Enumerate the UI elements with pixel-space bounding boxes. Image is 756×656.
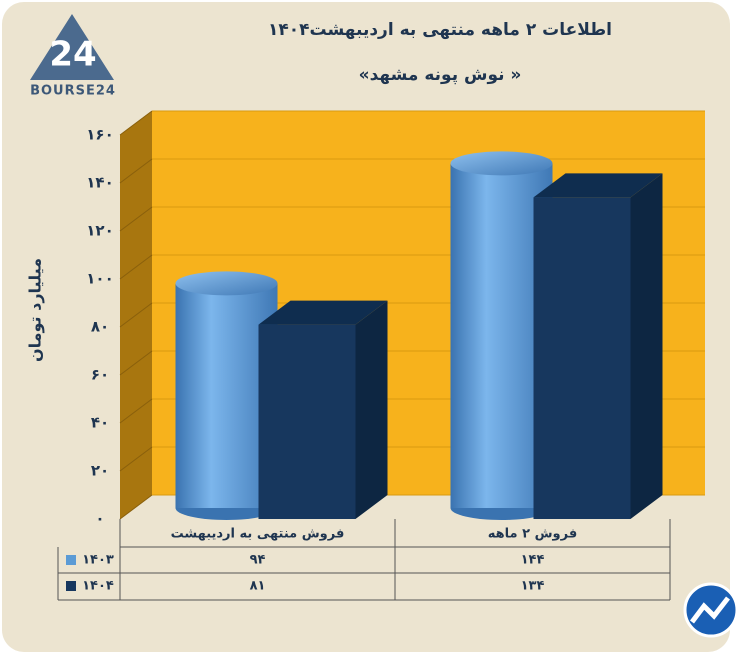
chart-title: اطلاعات ۲ ماهه منتهی به اردیبهشت۱۴۰۴ [268,20,612,40]
data-label: ۱۴۴ [521,553,545,568]
x-tick-label: فروش ۲ ماهه [488,527,577,542]
grid-line [119,158,153,184]
grid-line [119,494,153,520]
bar [258,324,356,519]
bar-top [450,151,553,176]
y-tick-label: ۸۰ [91,318,109,336]
y-tick-label: ۱۴۰ [86,174,113,192]
grid-line [119,302,153,328]
y-tick-label: ۰ [95,510,104,528]
legend-label: ۱۴۰۴ [82,579,114,594]
data-label: ۸۱ [250,579,266,594]
data-label: ۱۳۴ [521,579,545,594]
grid-line [119,350,153,376]
y-axis-label: میلیارد تومان [26,258,45,362]
grid-line [119,446,153,472]
legend-swatch [66,555,76,565]
bar-top [175,271,278,296]
grid-line [119,398,153,424]
corner-icon [683,582,739,638]
bar-top [533,173,663,198]
bar-side [630,173,663,519]
bar-side [355,300,388,519]
y-tick-label: ۱۶۰ [86,126,113,144]
data-label: ۹۴ [250,553,266,568]
logo: 24 BOURSE24 [30,14,116,99]
logo-mark: 24 [49,35,96,75]
logo-name: BOURSE24 [30,84,116,99]
bar [533,197,631,519]
y-tick-label: ۱۰۰ [86,270,113,288]
y-tick-label: ۴۰ [91,414,109,432]
x-tick-label: فروش منتهی به اردیبهشت [171,527,345,542]
chart-subtitle: «نوش پونه مشهد » [359,65,522,85]
y-tick-label: ۶۰ [91,366,109,384]
legend-label: ۱۴۰۳ [82,553,114,568]
grid-line [119,206,153,232]
y-tick-label: ۱۲۰ [86,222,113,240]
grid-line [119,254,153,280]
bar-top [258,300,388,325]
y-tick-label: ۲۰ [91,462,109,480]
logo-triangle [30,14,114,80]
legend-swatch [66,581,76,591]
grid-line [119,110,153,136]
